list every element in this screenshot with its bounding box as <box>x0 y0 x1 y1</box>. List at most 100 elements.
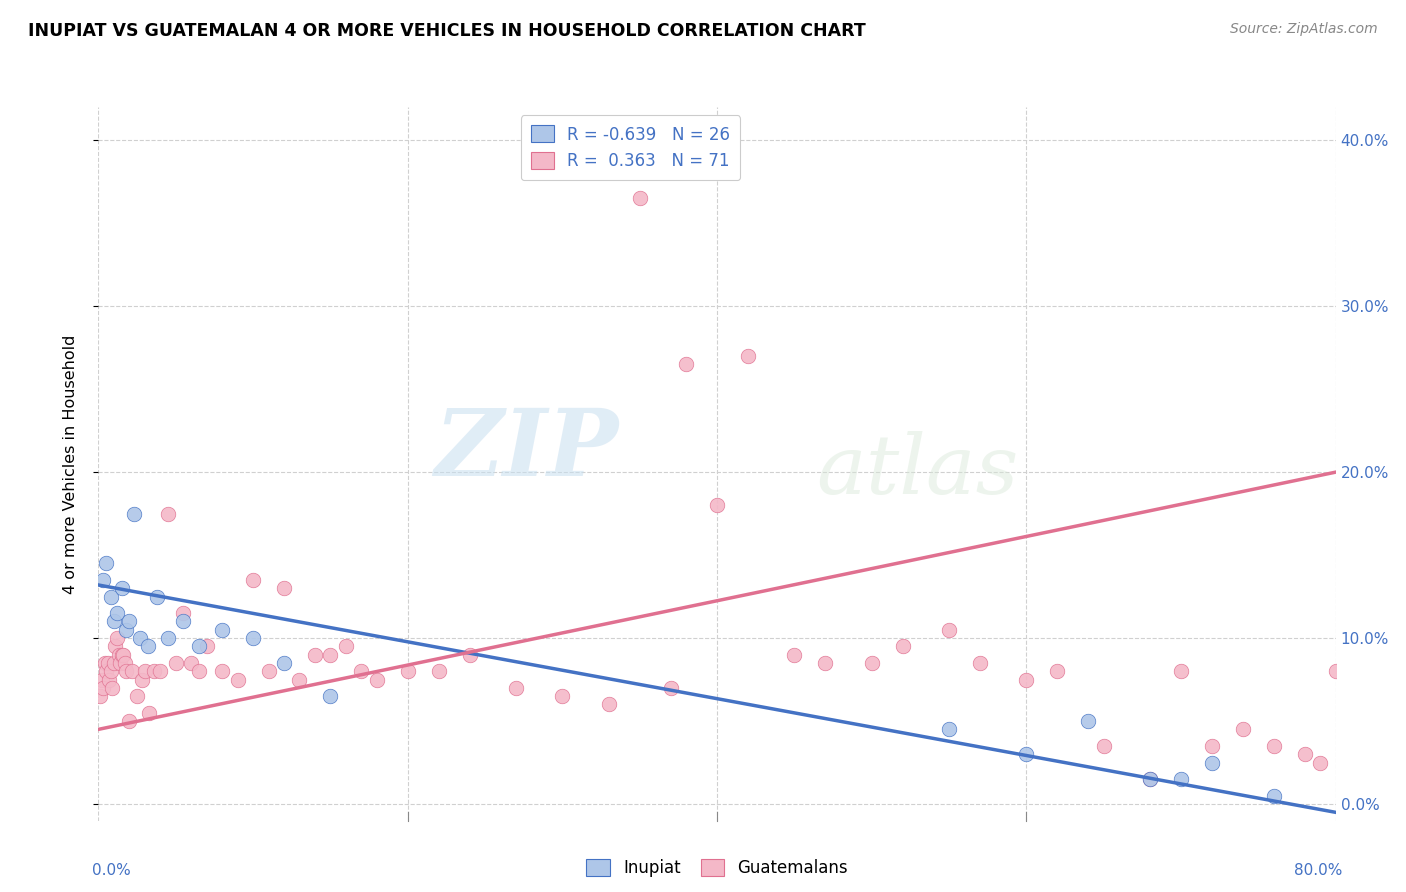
Point <box>114 656 136 670</box>
Point <box>366 673 388 687</box>
Point <box>157 631 180 645</box>
Point <box>107 648 129 662</box>
Point <box>100 665 122 679</box>
Point <box>1201 756 1223 770</box>
Text: 80.0%: 80.0% <box>1294 863 1341 879</box>
Point <box>257 665 280 679</box>
Point <box>131 673 153 687</box>
Text: 0.0%: 0.0% <box>93 863 131 879</box>
Point <box>165 656 187 670</box>
Point <box>105 606 128 620</box>
Point <box>969 656 991 670</box>
Point <box>89 689 111 703</box>
Point <box>136 640 159 654</box>
Point <box>173 606 195 620</box>
Point <box>93 656 115 670</box>
Point <box>98 673 121 687</box>
Point <box>396 665 419 679</box>
Point <box>783 648 806 662</box>
Point <box>1092 739 1115 753</box>
Text: ZIP: ZIP <box>434 405 619 494</box>
Point <box>1170 665 1192 679</box>
Point <box>304 648 326 662</box>
Point <box>938 623 960 637</box>
Y-axis label: 4 or more Vehicles in Household: 4 or more Vehicles in Household <box>63 334 77 593</box>
Point <box>273 582 295 596</box>
Point <box>127 689 149 703</box>
Point <box>180 656 202 670</box>
Point <box>1263 789 1285 803</box>
Point <box>1139 772 1161 786</box>
Point <box>458 648 481 662</box>
Point <box>659 681 682 695</box>
Point <box>115 623 138 637</box>
Point <box>551 689 574 703</box>
Point <box>350 665 373 679</box>
Point <box>121 665 143 679</box>
Legend: Inupiat, Guatemalans: Inupiat, Guatemalans <box>579 852 855 884</box>
Point <box>211 665 233 679</box>
Point <box>1294 747 1316 762</box>
Point <box>288 673 311 687</box>
Point <box>146 590 169 604</box>
Text: Source: ZipAtlas.com: Source: ZipAtlas.com <box>1230 22 1378 37</box>
Point <box>101 681 124 695</box>
Point <box>143 665 166 679</box>
Point <box>188 640 211 654</box>
Point <box>1263 739 1285 753</box>
Point <box>242 573 264 587</box>
Point <box>706 499 728 513</box>
Point <box>105 631 128 645</box>
Point <box>134 665 156 679</box>
Point <box>96 665 118 679</box>
Point <box>335 640 357 654</box>
Point <box>118 714 141 728</box>
Point <box>100 590 122 604</box>
Point <box>108 656 131 670</box>
Point <box>111 648 134 662</box>
Point <box>118 615 141 629</box>
Point <box>1077 714 1099 728</box>
Point <box>226 673 249 687</box>
Point <box>1015 673 1038 687</box>
Point <box>129 631 152 645</box>
Point <box>675 357 697 371</box>
Point <box>112 648 135 662</box>
Point <box>860 656 883 670</box>
Point <box>598 698 620 712</box>
Point <box>104 640 127 654</box>
Point <box>149 665 172 679</box>
Point <box>1139 772 1161 786</box>
Point <box>242 631 264 645</box>
Point <box>628 191 651 205</box>
Point <box>91 681 114 695</box>
Point <box>1170 772 1192 786</box>
Point <box>319 689 342 703</box>
Point <box>938 723 960 737</box>
Point <box>1232 723 1254 737</box>
Point <box>1201 739 1223 753</box>
Point <box>814 656 837 670</box>
Point <box>91 573 114 587</box>
Point <box>1324 665 1347 679</box>
Point <box>103 656 125 670</box>
Point <box>96 557 118 571</box>
Point <box>891 640 914 654</box>
Point <box>90 673 112 687</box>
Point <box>173 615 195 629</box>
Point <box>157 507 180 521</box>
Point <box>97 656 120 670</box>
Point <box>427 665 450 679</box>
Point <box>122 507 145 521</box>
Point <box>1046 665 1069 679</box>
Point <box>195 640 218 654</box>
Point <box>273 656 295 670</box>
Point <box>319 648 342 662</box>
Point <box>115 665 138 679</box>
Point <box>505 681 527 695</box>
Point <box>737 349 759 363</box>
Point <box>1015 747 1038 762</box>
Point <box>188 665 211 679</box>
Point <box>103 615 125 629</box>
Point <box>211 623 233 637</box>
